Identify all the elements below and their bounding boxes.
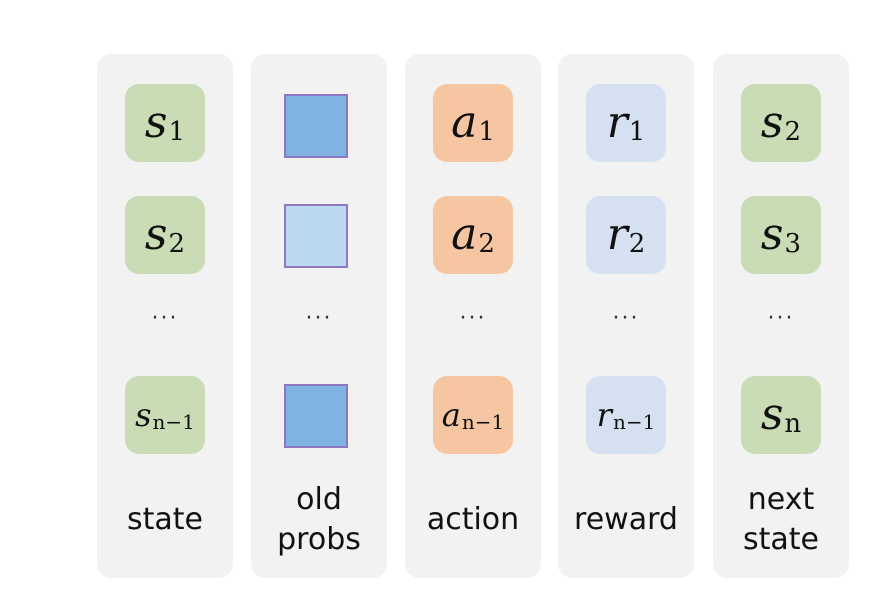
cell-subscript: n <box>784 409 802 439</box>
cell-subscript: 1 <box>168 117 186 147</box>
ellipsis: ··· <box>612 306 640 331</box>
cell-symbol: s <box>144 209 168 260</box>
column-label: next state <box>743 482 819 557</box>
old-prob-box <box>284 204 348 268</box>
ellipsis: ··· <box>767 306 795 331</box>
cell-symbol: s <box>135 396 152 434</box>
ellipsis: ··· <box>305 306 333 331</box>
cell-subscript: 2 <box>784 117 802 147</box>
ellipsis: ··· <box>459 306 487 331</box>
cell-symbol: a <box>441 396 461 434</box>
cell-subscript: 2 <box>478 229 495 259</box>
cell-symbol: r <box>596 396 612 434</box>
cell-symbol: r <box>606 97 628 148</box>
state-sn-1-cell: s n−1 <box>125 376 205 454</box>
cell-subscript: 1 <box>478 117 495 147</box>
cell-symbol: s <box>760 389 784 440</box>
cell-subscript: 1 <box>628 117 646 147</box>
cell-symbol: s <box>760 97 784 148</box>
ellipsis: ··· <box>151 306 179 331</box>
column-label: old probs <box>277 482 361 557</box>
cell-symbol: s <box>144 97 168 148</box>
cell-subscript: 3 <box>784 229 802 259</box>
cell-symbol: s <box>760 209 784 260</box>
reward-rn-1-cell: r n−1 <box>586 376 666 454</box>
cell-subscript: n−1 <box>152 410 195 434</box>
cell-symbol: a <box>451 209 478 260</box>
old-probs-column: ··· old probs <box>251 54 387 578</box>
column-label: state <box>127 502 203 537</box>
cell-subscript: 2 <box>628 229 646 259</box>
column-label: action <box>426 502 520 537</box>
action-an-1-cell: a n−1 <box>433 376 513 454</box>
cell-subscript: n−1 <box>612 410 656 434</box>
cell-symbol: a <box>451 97 478 148</box>
old-prob-box <box>284 384 348 448</box>
cell-subscript: 2 <box>168 229 186 259</box>
cell-subscript: n−1 <box>461 410 505 434</box>
old-prob-box <box>284 94 348 158</box>
column-label: reward <box>574 502 678 537</box>
cell-symbol: r <box>606 209 628 260</box>
